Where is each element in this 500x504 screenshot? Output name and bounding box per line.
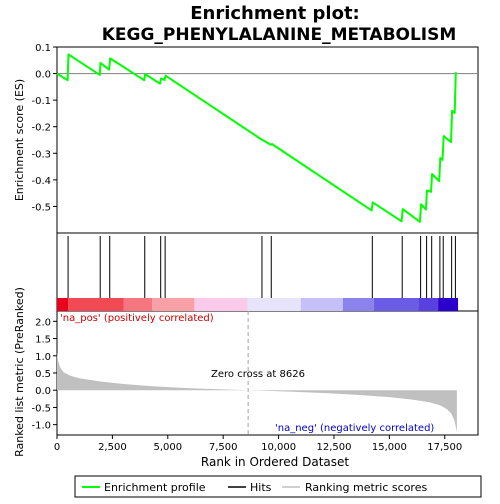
- rank-y-axis: 2.0 1.5 1.0 0.5 0.0 -0.5 -1.0: [31, 317, 57, 432]
- x-tick-label: 7,500: [209, 442, 238, 453]
- rank-y-tick-label: 1.0: [35, 352, 51, 363]
- x-tick-label: 10,000: [261, 442, 296, 453]
- x-tick-label: 5,000: [153, 442, 182, 453]
- color-bar-segment: [68, 298, 124, 311]
- rank-y-tick-label: 0.5: [35, 369, 51, 380]
- color-bar-segment: [438, 298, 459, 311]
- rank-y-tick-label: 2.0: [35, 317, 51, 328]
- color-bar-segment: [300, 298, 343, 311]
- color-bar: [57, 298, 459, 311]
- legend-hits-label: Hits: [250, 481, 272, 494]
- es-y-tick-label: 0.1: [35, 43, 51, 54]
- x-tick-label: 17,500: [427, 442, 462, 453]
- legend-box: [74, 475, 482, 498]
- color-bar-segment: [373, 298, 419, 311]
- es-y-axis-label: Enrichment score (ES): [13, 79, 26, 201]
- es-y-axis: 0.1 0.0 -0.1 -0.2 -0.3 -0.4 -0.5: [31, 43, 57, 213]
- legend-enrichment-label: Enrichment profile: [104, 481, 206, 494]
- x-axis: 0 2,500 5,000 7,500 10,000 12,500 15,000 17,500: [54, 435, 462, 453]
- es-y-tick-label: 0.0: [35, 70, 51, 81]
- color-bar-segment: [247, 298, 301, 311]
- color-bar-segment: [123, 298, 153, 311]
- color-bar-segment: [152, 298, 195, 311]
- neg-correlated-label: 'na_neg' (negatively correlated): [275, 423, 434, 434]
- es-y-tick-label: -0.1: [31, 96, 51, 107]
- color-bar-segment: [418, 298, 439, 311]
- es-panel-frame: [56, 46, 479, 234]
- es-y-tick-label: -0.3: [31, 149, 51, 160]
- rank-y-tick-label: 1.5: [35, 335, 51, 346]
- es-y-tick-label: -0.2: [31, 123, 51, 134]
- legend-ranking-label: Ranking metric scores: [305, 481, 427, 494]
- es-y-tick-label: -0.5: [31, 202, 51, 213]
- enrichment-profile-line-group: [56, 53, 457, 223]
- hits-layer: [67, 236, 456, 298]
- chart-title-line1: Enrichment plot:: [190, 3, 360, 24]
- es-y-tick-label: -0.4: [31, 176, 51, 187]
- rank-y-axis-label: Ranked list metric (PreRanked): [13, 287, 26, 457]
- ranking-metric-area: [57, 352, 457, 433]
- x-tick-label: 15,000: [372, 442, 407, 453]
- rank-y-tick-label: -1.0: [31, 421, 51, 432]
- x-tick-label: 0: [54, 442, 60, 453]
- pos-correlated-label: 'na_pos' (positively correlated): [60, 313, 214, 324]
- color-bar-segment: [194, 298, 248, 311]
- color-bar-segment: [57, 298, 69, 311]
- x-tick-label: 2,500: [98, 442, 127, 453]
- rank-y-tick-label: -0.5: [31, 403, 51, 414]
- rank-metric-area-group: [57, 311, 457, 435]
- x-axis-label: Rank in Ordered Dataset: [201, 455, 349, 469]
- zero-cross-label: Zero cross at 8626: [211, 369, 305, 380]
- enrichment-profile-line: [56, 53, 457, 223]
- color-bar-segment: [342, 298, 374, 311]
- rank-y-tick-label: 0.0: [35, 386, 51, 397]
- x-tick-label: 12,500: [316, 442, 351, 453]
- chart-title-line2: KEGG_PHENYLALANINE_METABOLISM: [102, 25, 457, 45]
